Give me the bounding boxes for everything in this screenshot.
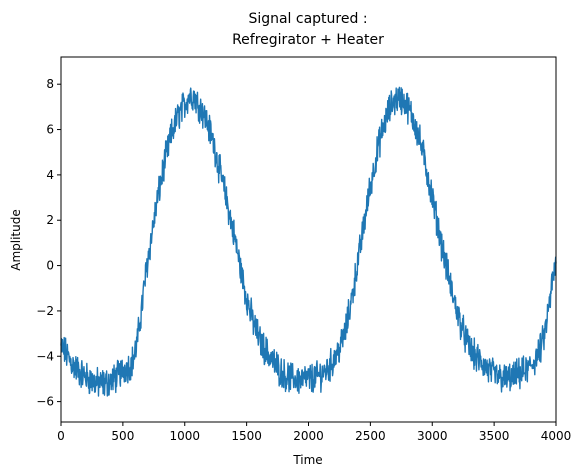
x-tick-label: 500 [111, 429, 134, 443]
y-tick-label: 0 [46, 259, 54, 273]
y-axis-ticks: −6 −4 −2 0 2 4 6 8 [36, 77, 61, 409]
y-tick-label: −4 [36, 349, 54, 363]
plot-area [60, 86, 557, 397]
x-tick-label: 4000 [541, 429, 572, 443]
x-tick-label: 0 [57, 429, 65, 443]
x-tick-label: 2500 [355, 429, 386, 443]
y-tick-label: 4 [46, 168, 54, 182]
y-tick-label: −2 [36, 304, 54, 318]
y-tick-label: 6 [46, 123, 54, 137]
x-tick-label: 1500 [231, 429, 262, 443]
x-tick-label: 2000 [293, 429, 324, 443]
y-tick-label: 8 [46, 77, 54, 91]
chart-title-line-1: Signal captured : [248, 11, 367, 27]
chart-title: Signal captured : Refregirator + Heater [232, 11, 384, 48]
y-tick-label: −6 [36, 395, 54, 409]
plot-frame [60, 56, 557, 423]
series-line [60, 86, 557, 397]
y-axis-label: Amplitude [9, 209, 23, 271]
x-axis-label: Time [292, 453, 322, 467]
x-axis-ticks: 0 500 1000 1500 2000 2500 3000 3500 4000 [57, 422, 571, 443]
x-tick-label: 3000 [417, 429, 448, 443]
x-tick-label: 3500 [479, 429, 510, 443]
chart-title-line-2: Refregirator + Heater [232, 32, 384, 48]
x-tick-label: 1000 [169, 429, 200, 443]
y-tick-label: 2 [46, 213, 54, 227]
